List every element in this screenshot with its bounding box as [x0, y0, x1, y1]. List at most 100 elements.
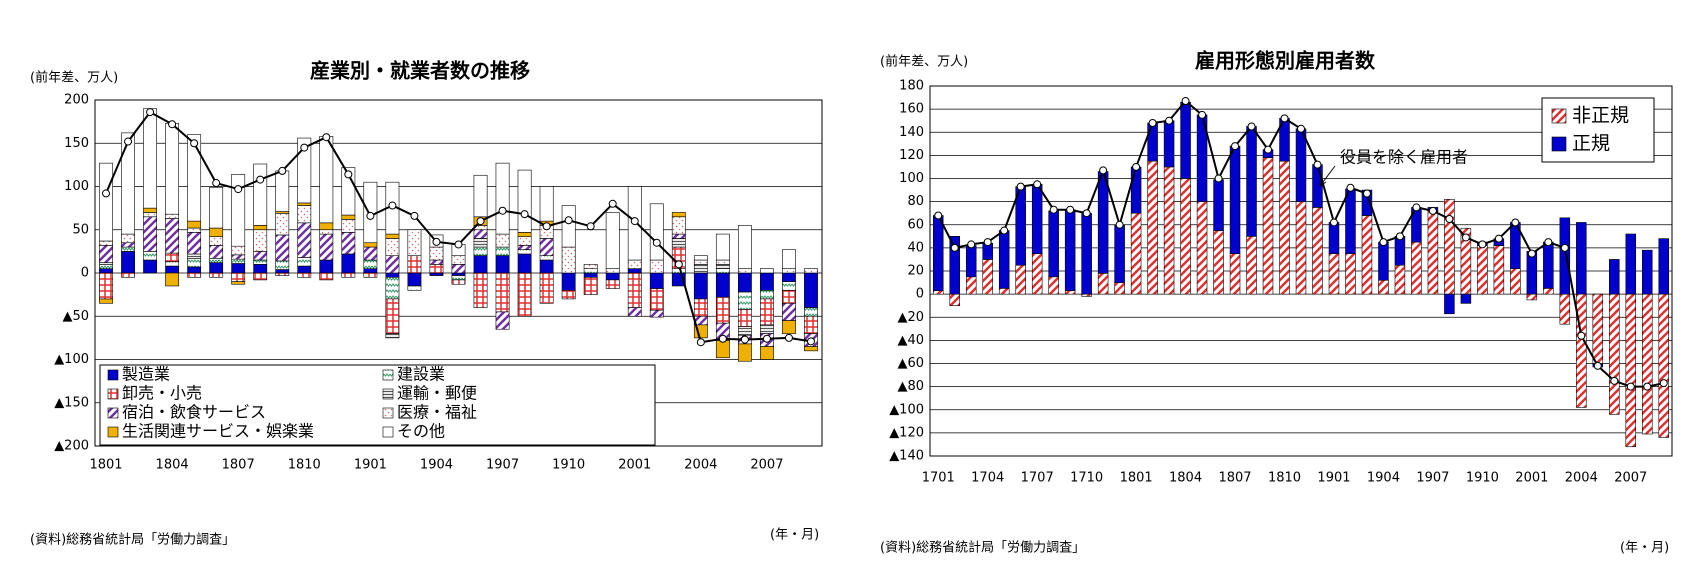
- line-marker: [1461, 233, 1470, 242]
- line-marker: [1511, 218, 1520, 227]
- bar-segment: [1064, 209, 1076, 291]
- y-tick-label: 80: [907, 194, 924, 209]
- x-axis-unit: (年・月): [1620, 541, 1669, 556]
- bar-segment: [715, 272, 730, 298]
- bar-segment: [451, 272, 466, 276]
- line-marker: [146, 108, 155, 117]
- bar-segment: [1625, 293, 1637, 448]
- line-marker: [1132, 162, 1141, 171]
- bar-segment: [341, 232, 356, 255]
- bar-segment: [539, 272, 554, 304]
- bar-segment: [495, 246, 510, 257]
- bar-segment: [473, 246, 488, 257]
- line-marker: [1280, 114, 1289, 123]
- line-marker: [344, 170, 353, 179]
- y-tick-label: ▲80: [897, 379, 924, 394]
- bar-segment: [99, 268, 113, 274]
- bar-segment: [385, 298, 400, 334]
- line-marker: [950, 243, 959, 252]
- bar-segment: [804, 346, 818, 352]
- bar-segment: [1312, 207, 1323, 295]
- bar-segment: [363, 242, 378, 248]
- bar-segment: [99, 245, 113, 263]
- line-marker: [1115, 220, 1124, 229]
- bar-segment: [949, 236, 960, 295]
- bar-segment: [363, 272, 378, 278]
- legend-label: 運輸・郵便: [397, 384, 477, 403]
- legend-label: 製造業: [122, 365, 170, 384]
- legend-label: 正規: [1572, 133, 1610, 155]
- x-tick-label: 1707: [1021, 471, 1054, 486]
- bar-segment: [121, 233, 135, 244]
- bar-segment: [1180, 101, 1191, 179]
- bar-segment: [407, 255, 422, 274]
- bar-segment: [1213, 179, 1224, 231]
- legend-label: 建設業: [397, 365, 445, 384]
- legend-swatch: [107, 426, 119, 438]
- bar-segment: [187, 232, 202, 255]
- bar-segment: [1246, 236, 1257, 295]
- x-tick-label: 1910: [1466, 471, 1499, 486]
- bar-segment: [671, 212, 686, 218]
- bar-segment: [1295, 128, 1307, 202]
- bar-segment: [451, 255, 466, 265]
- bar-segment: [429, 272, 444, 276]
- bar-segment: [539, 255, 554, 261]
- bar-segment: [1378, 279, 1389, 295]
- bar-segment: [1642, 293, 1653, 435]
- bar-segment: [1361, 215, 1373, 295]
- x-tick-label: 2007: [1614, 471, 1647, 486]
- legend-label: 卸売・小売: [122, 384, 202, 403]
- bar-segment: [165, 252, 180, 263]
- bar-segment: [187, 272, 202, 278]
- bar-segment: [1559, 217, 1571, 295]
- bar-segment: [429, 264, 444, 274]
- bar-segment: [451, 275, 466, 281]
- line-marker: [1198, 110, 1207, 119]
- source-note: (資料)総務省統計局「労働力調査」: [880, 540, 1085, 556]
- line-marker: [1181, 97, 1190, 106]
- bar-segment: [407, 229, 422, 257]
- bar-segment: [187, 227, 202, 233]
- bar-segment: [1114, 282, 1125, 295]
- line-marker: [1610, 376, 1619, 385]
- bar-segment: [1295, 201, 1307, 295]
- bar-segment: [275, 260, 290, 270]
- bar-segment: [121, 242, 135, 248]
- line-marker: [1016, 182, 1025, 191]
- bar-segment: [99, 162, 113, 242]
- y-tick-label: ▲20: [897, 310, 924, 325]
- x-tick-label: 1810: [1268, 471, 1301, 486]
- bar-segment: [737, 343, 752, 362]
- bar-segment: [231, 263, 246, 274]
- line-marker: [212, 179, 221, 188]
- line-marker: [1478, 240, 1487, 249]
- bar-segment: [121, 251, 135, 274]
- bar-segment: [1642, 249, 1653, 295]
- bar-segment: [1097, 171, 1109, 274]
- x-tick-label: 1904: [1367, 471, 1400, 486]
- bar-segment: [649, 259, 664, 274]
- bar-segment: [495, 272, 510, 313]
- y-tick-label: 100: [64, 179, 89, 194]
- bar-segment: [1658, 238, 1670, 295]
- line-marker: [498, 206, 507, 215]
- bar-segment: [253, 264, 268, 274]
- bar-segment: [1031, 183, 1043, 254]
- bar-segment: [1015, 264, 1026, 295]
- line-marker: [168, 120, 177, 129]
- bar-segment: [517, 272, 532, 317]
- bar-segment: [231, 245, 246, 256]
- bar-segment: [965, 245, 977, 278]
- line-marker: [1445, 214, 1454, 223]
- bar-segment: [495, 311, 510, 330]
- bar-segment: [99, 240, 113, 246]
- x-tick-label: 2004: [684, 458, 717, 473]
- x-tick-label: 1807: [222, 458, 255, 473]
- x-tick-label: 2007: [750, 458, 783, 473]
- bar-segment: [517, 245, 532, 250]
- legend-swatch: [382, 426, 394, 438]
- bar-segment: [782, 281, 796, 291]
- bar-segment: [385, 333, 400, 339]
- bar-segment: [275, 272, 290, 276]
